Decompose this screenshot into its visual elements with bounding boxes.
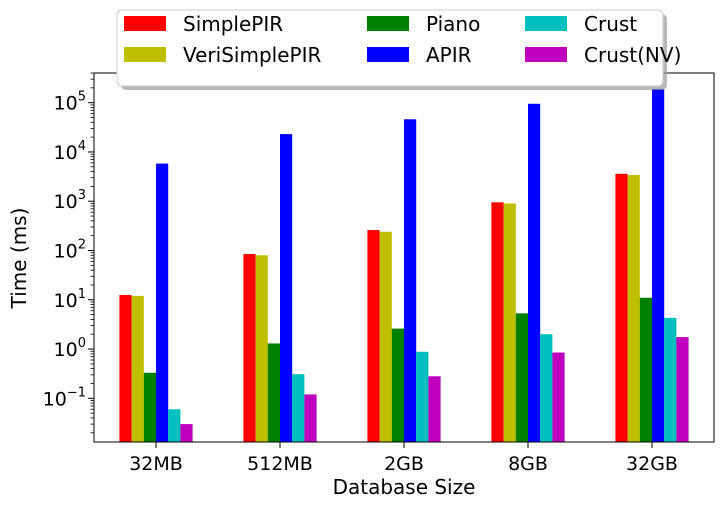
y-tick-label: 10−1 <box>43 385 86 410</box>
bar-simplepir-32mb <box>119 295 132 442</box>
bar-verisimplepir-2gb <box>379 231 392 442</box>
legend-label-verisimplepir: VeriSimplePIR <box>183 43 321 67</box>
bar-simplepir-2gb <box>367 230 380 442</box>
x-tick-label: 32GB <box>626 453 678 475</box>
bar-apir-32gb <box>652 88 665 443</box>
y-tick-label: 102 <box>54 238 86 263</box>
x-axis-title: Database Size <box>333 475 476 499</box>
bar-apir-512mb <box>280 134 293 442</box>
bars-layer <box>119 88 689 443</box>
legend-swatch-crust-nv <box>525 47 567 62</box>
bar-crust-8gb <box>540 334 553 442</box>
legend-label-piano: Piano <box>426 12 480 36</box>
legend-label-crust: Crust <box>584 12 637 36</box>
bar-simplepir-32gb <box>615 173 628 442</box>
bar-crust-32gb <box>664 317 677 442</box>
x-tick-label: 8GB <box>508 453 548 475</box>
bar-crust-32mb <box>168 409 181 442</box>
y-axis: 10−1 100 101 102 103 104 105 <box>43 72 94 434</box>
y-axis-title: Time (ms) <box>7 208 31 310</box>
bar-piano-32gb <box>639 297 652 442</box>
y-tick-label: 104 <box>54 139 86 164</box>
legend-swatch-crust <box>525 16 567 31</box>
legend-swatch-simplepir <box>124 16 166 31</box>
bar-piano-8gb <box>515 313 528 442</box>
legend-swatch-apir <box>367 47 409 62</box>
bar-verisimplepir-8gb <box>503 203 516 442</box>
y-tick-label: 103 <box>54 188 86 213</box>
bar-crust-nv-2gb <box>428 376 441 442</box>
x-tick-label: 2GB <box>384 453 424 475</box>
bar-crust-nv-32mb <box>180 424 193 442</box>
bar-crust-2gb <box>416 351 429 442</box>
legend: SimplePIR VeriSimplePIR Piano APIR Crust Crus… <box>116 9 681 90</box>
y-tick-label: 100 <box>54 336 86 361</box>
y-tick-label: 101 <box>54 287 86 312</box>
x-tick-label: 512MB <box>247 453 313 475</box>
legend-swatch-piano <box>367 16 409 31</box>
bar-simplepir-512mb <box>243 253 256 442</box>
bar-verisimplepir-32gb <box>627 175 640 442</box>
bar-apir-32mb <box>156 163 169 442</box>
bar-piano-32mb <box>143 372 156 442</box>
legend-swatch-verisimplepir <box>124 47 166 62</box>
bar-verisimplepir-512mb <box>255 255 268 442</box>
bar-piano-512mb <box>267 343 280 442</box>
x-axis: 32MB 512MB 2GB 8GB 32GB <box>129 442 678 475</box>
legend-label-simplepir: SimplePIR <box>183 12 283 36</box>
bar-simplepir-8gb <box>491 202 504 442</box>
bar-verisimplepir-32mb <box>131 295 144 442</box>
x-tick-label: 32MB <box>129 453 183 475</box>
bar-crust-nv-512mb <box>304 394 317 442</box>
legend-label-apir: APIR <box>426 43 472 67</box>
legend-label-crust-nv: Crust(NV) <box>584 43 681 67</box>
bar-crust-nv-8gb <box>552 352 565 442</box>
y-tick-label: 105 <box>54 90 86 115</box>
bar-apir-8gb <box>528 103 541 443</box>
bar-crust-512mb <box>292 374 305 442</box>
bar-piano-2gb <box>391 328 404 442</box>
bar-apir-2gb <box>404 119 417 442</box>
bar-crust-nv-32gb <box>676 337 689 442</box>
